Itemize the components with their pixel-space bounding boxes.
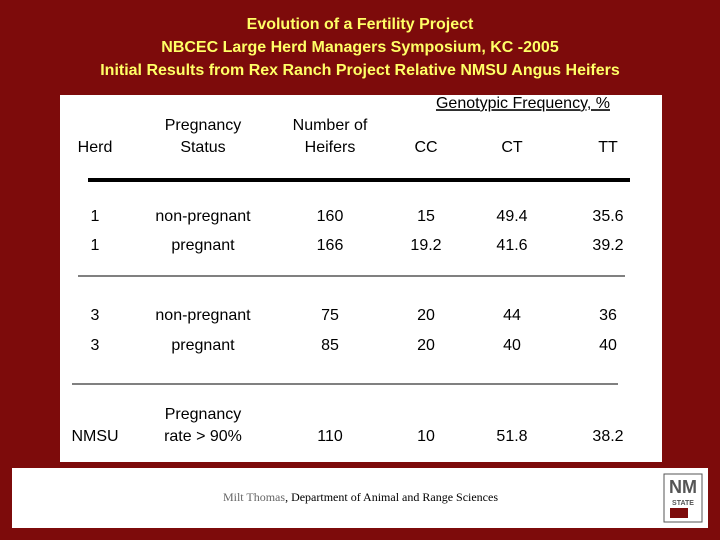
cell: 160	[317, 208, 344, 225]
footer-panel	[12, 468, 708, 528]
logo-sub: STATE	[672, 500, 694, 507]
title-line: NBCEC Large Herd Managers Symposium, KC …	[161, 39, 559, 56]
cell: 40	[503, 337, 521, 354]
column-header: Herd	[78, 139, 113, 156]
column-header: TT	[598, 139, 618, 156]
cell: 20	[417, 337, 435, 354]
title-line: Initial Results from Rex Ranch Project R…	[100, 62, 620, 79]
column-header: Status	[180, 139, 225, 156]
column-header: Number of	[293, 117, 368, 134]
column-header: CC	[414, 139, 437, 156]
cell: 39.2	[592, 237, 623, 254]
cell: 1	[91, 208, 100, 225]
cell: 85	[321, 337, 339, 354]
cell: non-pregnant	[155, 307, 251, 324]
logo-shape	[670, 508, 688, 518]
footer-text: Milt Thomas, Department of Animal and Ra…	[223, 490, 498, 504]
cell: 3	[91, 307, 100, 324]
author: Milt Thomas	[223, 490, 285, 504]
column-header: Pregnancy	[165, 117, 242, 134]
cell: 38.2	[592, 428, 623, 445]
cell: 36	[599, 307, 617, 324]
cell: 110	[317, 428, 343, 445]
column-header: Heifers	[305, 139, 356, 156]
cell: 1	[91, 237, 100, 254]
logo-main: NM	[669, 477, 697, 497]
column-header: CT	[501, 139, 523, 156]
cell: 15	[417, 208, 435, 225]
cell: 49.4	[496, 208, 527, 225]
cell: 40	[599, 337, 617, 354]
affiliation: , Department of Animal and Range Science…	[285, 490, 498, 504]
cell: 20	[417, 307, 435, 324]
cell: 75	[321, 307, 339, 324]
cell: non-pregnant	[155, 208, 251, 225]
cell: 166	[317, 237, 344, 254]
cell: 35.6	[592, 208, 623, 225]
logo: NM STATE	[663, 473, 703, 523]
cell: 51.8	[496, 428, 527, 445]
table-panel	[60, 95, 662, 462]
cell: 41.6	[496, 237, 527, 254]
cell: 44	[503, 307, 521, 324]
cell: pregnant	[171, 237, 235, 254]
cell: Pregnancy	[165, 406, 242, 423]
cell: NMSU	[71, 428, 118, 445]
cell: 19.2	[410, 237, 441, 254]
group-header: Genotypic Frequency, %	[436, 95, 610, 112]
cell: 3	[91, 337, 100, 354]
cell: 10	[417, 428, 435, 445]
title-line: Evolution of a Fertility Project	[247, 16, 474, 33]
cell: pregnant	[171, 337, 235, 354]
cell: rate > 90%	[164, 428, 242, 445]
